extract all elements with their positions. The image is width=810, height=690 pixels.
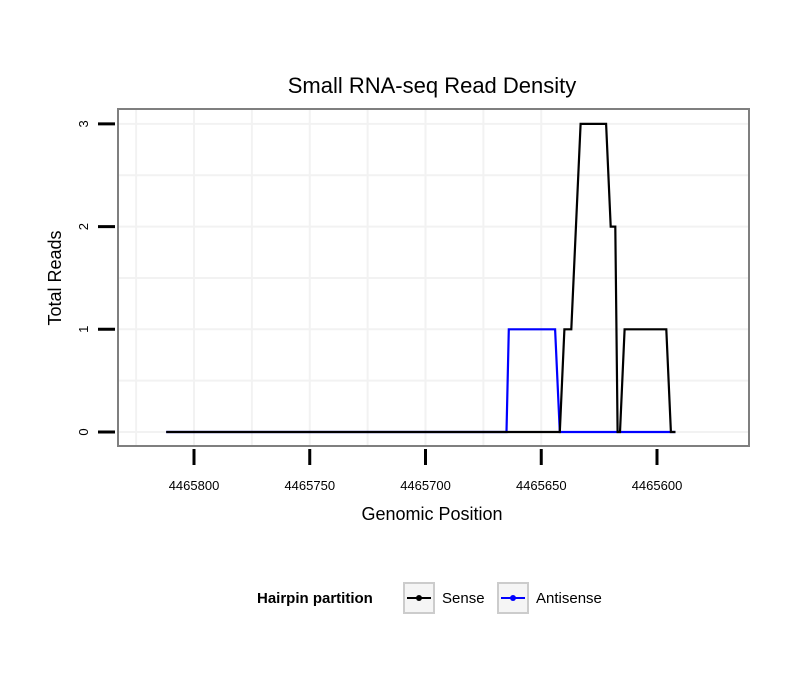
legend-item-sense: Sense xyxy=(403,582,485,614)
legend-dot-antisense xyxy=(510,595,516,601)
chart-title: Small RNA-seq Read Density xyxy=(288,73,577,98)
y-tick-label: 3 xyxy=(76,120,91,127)
y-tick-label: 1 xyxy=(76,326,91,333)
legend: Hairpin partition Sense Antisense xyxy=(257,582,602,614)
y-tick-label: 2 xyxy=(76,223,91,230)
series-lines xyxy=(166,122,676,434)
legend-label-antisense: Antisense xyxy=(536,590,602,607)
legend-title: Hairpin partition xyxy=(257,590,373,607)
legend-item-antisense: Antisense xyxy=(497,582,602,614)
x-tick-label: 4465800 xyxy=(169,478,220,493)
x-axis-title: Genomic Position xyxy=(361,504,502,524)
x-tick-label: 4465650 xyxy=(516,478,567,493)
series-line-sense xyxy=(166,122,676,434)
legend-label-sense: Sense xyxy=(442,590,485,607)
x-tick-label: 4465700 xyxy=(400,478,451,493)
x-tick-label: 4465600 xyxy=(632,478,683,493)
axes: 4465800 4465750 4465700 4465650 4465600 0 1 2 3 xyxy=(76,120,682,493)
x-tick-label: 4465750 xyxy=(284,478,335,493)
y-tick-label: 0 xyxy=(76,428,91,435)
legend-dot-sense xyxy=(416,595,422,601)
y-axis-title: Total Reads xyxy=(45,230,65,325)
